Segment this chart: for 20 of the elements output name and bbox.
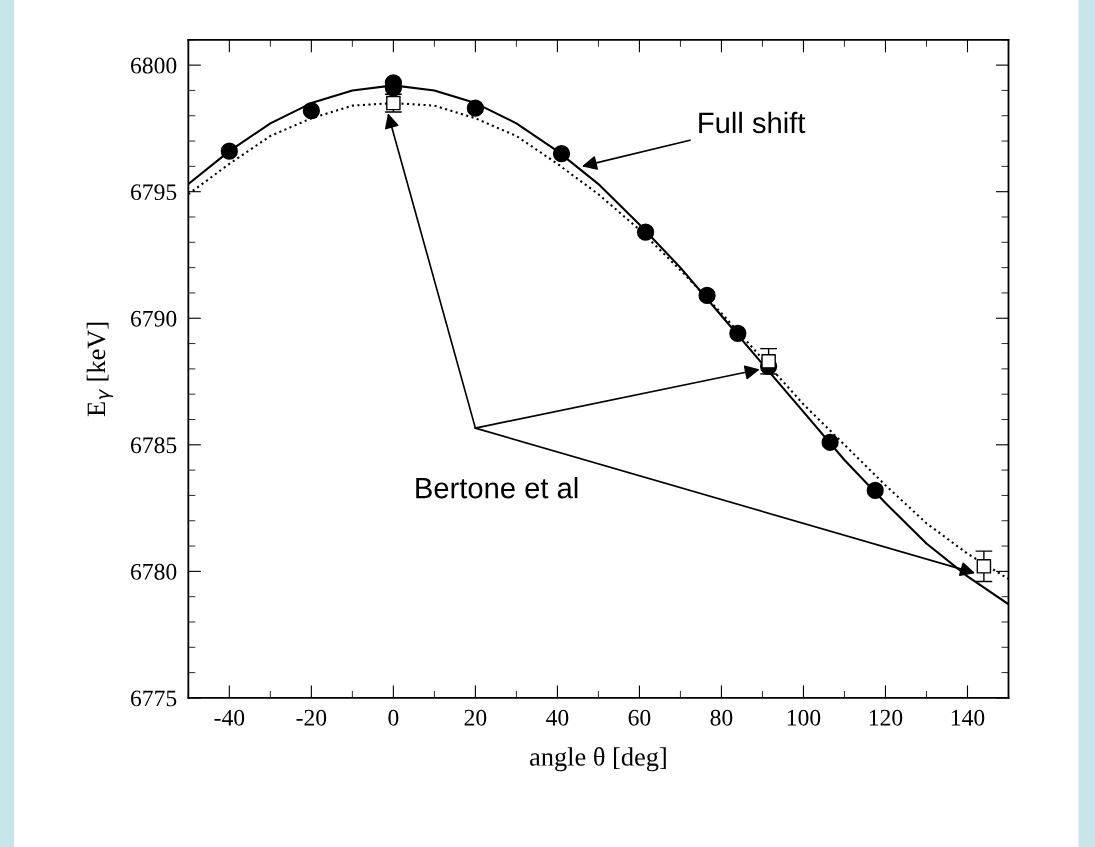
y-axis-title: E$_{γ}$ [keV] (86, 322, 114, 417)
x-tick-label: 120 (869, 709, 903, 726)
x-axis-title: angle θ [deg] (530, 747, 666, 772)
x-tick-label: 0 (388, 709, 399, 726)
x-tick-label: 60 (628, 709, 651, 726)
x-tick-label: -40 (214, 709, 245, 726)
x-tick-label: -20 (296, 709, 327, 726)
y-tick-label: 6790 (131, 310, 177, 327)
y-tick-label: 6795 (131, 184, 177, 201)
y-tick-label: 6800 (131, 57, 177, 74)
x-tick-label: 100 (787, 709, 821, 726)
x-tick-label: 140 (951, 709, 985, 726)
x-tick-label: 20 (464, 709, 487, 726)
y-tick-label: 6780 (131, 563, 177, 580)
x-tick-label: 80 (710, 709, 733, 726)
y-tick-label: 6785 (131, 437, 177, 454)
y-tick-label: 6775 (131, 690, 177, 707)
annotation: Full shift (699, 111, 806, 134)
x-tick-label: 40 (546, 709, 569, 726)
annotation: Bertone et al (416, 477, 578, 499)
